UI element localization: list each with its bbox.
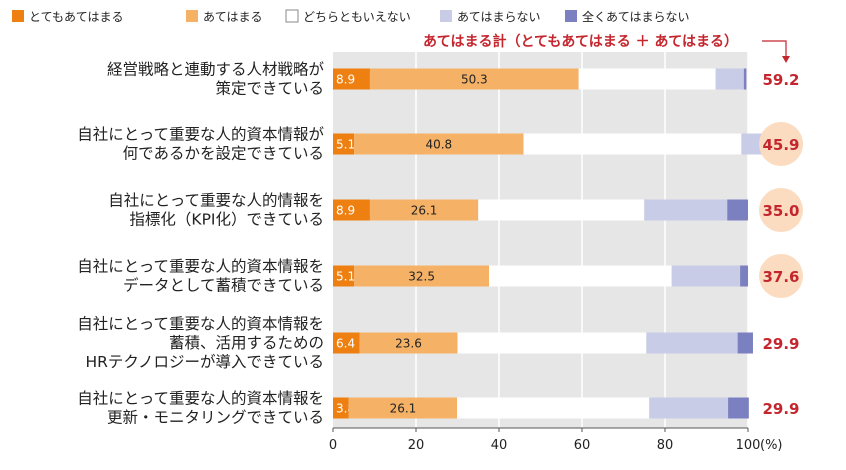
bar-segment-4-4 [671, 265, 741, 287]
bar-segment-3-2 [369, 199, 479, 221]
data-label-2-2: 40.8 [425, 138, 452, 152]
x-tick-label-100: 100 [736, 438, 761, 453]
category-label-3-line-2: 指標化（KPI化）できている [129, 211, 324, 229]
bars: 8.9 50.35.1 40.88.9 26.15.1 32.56.4 23.63.8 26… [333, 68, 798, 419]
bar-segment-1-1 [333, 68, 370, 90]
legend: とてもあてはまる あてはまる どちらともいえない あてはまらない 全くあてはまらない [12, 9, 690, 24]
x-tick-label-20: 20 [408, 438, 425, 453]
totals-annotation: あてはまる計（とてもあてはまる ＋ あてはまる） [423, 33, 790, 63]
bar-segment-5-5 [737, 332, 753, 354]
legend-label-2: あてはまる [203, 10, 263, 24]
category-label-4-line-2: データとして蓄積できている [123, 276, 324, 295]
bar-segment-4-2 [354, 265, 490, 287]
x-axis: 0 20 40 60 80 100 (%) [329, 427, 783, 453]
data-label-2-1: 5.1 [336, 138, 355, 152]
category-label-2-line-1: 自社にとって重要な人的資本情報が [77, 126, 324, 144]
total-highlight-2 [759, 122, 803, 166]
total-highlight-3 [759, 188, 803, 232]
x-unit-label: (%) [760, 438, 783, 453]
bar-segment-2-3 [523, 133, 742, 155]
bar-segment-1-5 [743, 68, 747, 90]
data-label-5-2: 23.6 [395, 337, 422, 351]
bar-segment-1-2 [369, 68, 579, 90]
category-label-3-line-1: 自社にとって重要な人的情報を [108, 192, 324, 210]
bar-segment-1-4 [715, 68, 744, 90]
category-label-2-line-2: 何であるかを設定できている [123, 145, 324, 163]
totals-annotation-text: あてはまる計（とてもあてはまる ＋ あてはまる） [423, 33, 738, 50]
legend-label-1: とてもあてはまる [29, 10, 124, 24]
bar-segment-4-3 [489, 265, 672, 287]
totals: 59.2 45.9 35.0 37.6 29.9 29.9 [759, 71, 803, 418]
x-tick-label-40: 40 [491, 438, 508, 453]
bar-segment-3-4 [644, 199, 728, 221]
legend-swatch-1 [12, 10, 24, 22]
category-label-4-line-1: 自社にとって重要な人的資本情報を [77, 258, 324, 276]
bar-segment-3-5 [727, 199, 748, 221]
category-label-1-line-2: 策定できている [215, 80, 324, 98]
total-label-3: 35.0 [762, 202, 799, 220]
category-label-6-line-2: 更新・モニタリングできている [107, 409, 324, 427]
x-tick-label-80: 80 [657, 438, 674, 453]
annotation-arrow-line [762, 40, 787, 58]
data-label-1-1: 8.9 [336, 73, 355, 87]
x-tick-label-0: 0 [329, 438, 337, 453]
plot-area [333, 52, 749, 428]
legend-label-4: あてはまらない [457, 10, 541, 24]
total-label-4: 37.6 [762, 268, 799, 286]
category-label-6-line-1: 自社にとって重要な人的資本情報を [77, 390, 324, 408]
category-label-5-line-2: 蓄積、活用するための [169, 334, 324, 352]
legend-label-5: 全くあてはまらない [582, 9, 690, 24]
category-label-5-line-1: 自社にとって重要な人的資本情報を [77, 315, 324, 333]
total-highlight-4 [759, 254, 803, 298]
bar-segment-6-2 [348, 397, 458, 419]
data-label-5-1: 6.4 [336, 337, 355, 351]
legend-swatch-2 [186, 10, 198, 22]
bar-segment-6-3 [457, 397, 650, 419]
legend-swatch-3 [285, 9, 299, 23]
bar-segment-5-2 [359, 332, 458, 354]
bar-segment-6-5 [728, 397, 749, 419]
category-label-5-line-3: HRテクノロジーが導入できている [86, 353, 325, 371]
bar-segment-3-1 [333, 199, 370, 221]
data-label-4-1: 5.1 [336, 270, 355, 284]
x-tick-label-60: 60 [574, 438, 591, 453]
legend-swatch-5 [565, 10, 577, 22]
bar-segment-4-1 [333, 265, 355, 287]
legend-swatch-4 [440, 10, 452, 22]
bar-segment-3-3 [478, 199, 645, 221]
data-label-3-2: 26.1 [411, 204, 438, 218]
total-label-5: 29.9 [762, 335, 799, 353]
annotation-arrow-head [782, 56, 790, 63]
data-label-4-2: 32.5 [408, 270, 435, 284]
legend-label-3: どちらともいえない [303, 10, 411, 24]
bar-segment-1-3 [578, 68, 716, 90]
data-label-3-1: 8.9 [336, 204, 355, 218]
bar-segment-2-1 [333, 133, 355, 155]
bar-segment-5-4 [646, 332, 738, 354]
bar-segment-6-4 [649, 397, 729, 419]
data-label-1-2: 50.3 [461, 73, 488, 87]
total-label-2: 45.9 [762, 136, 799, 154]
bar-segment-4-5 [740, 265, 748, 287]
category-label-1-line-1: 経営戦略と連動する人材戦略が [107, 61, 325, 79]
data-label-6-2: 26.1 [390, 402, 417, 416]
bar-segment-2-2 [354, 133, 524, 155]
total-label-1: 59.2 [762, 71, 799, 89]
plot-background [333, 52, 748, 428]
bar-segment-6-1 [333, 397, 349, 419]
bar-segment-5-3 [457, 332, 647, 354]
bar-segment-5-1 [333, 332, 360, 354]
category-labels: 経営戦略と連動する人材戦略が策定できている自社にとって重要な人的資本情報が何であ… [77, 61, 324, 427]
total-label-6: 29.9 [762, 400, 799, 418]
